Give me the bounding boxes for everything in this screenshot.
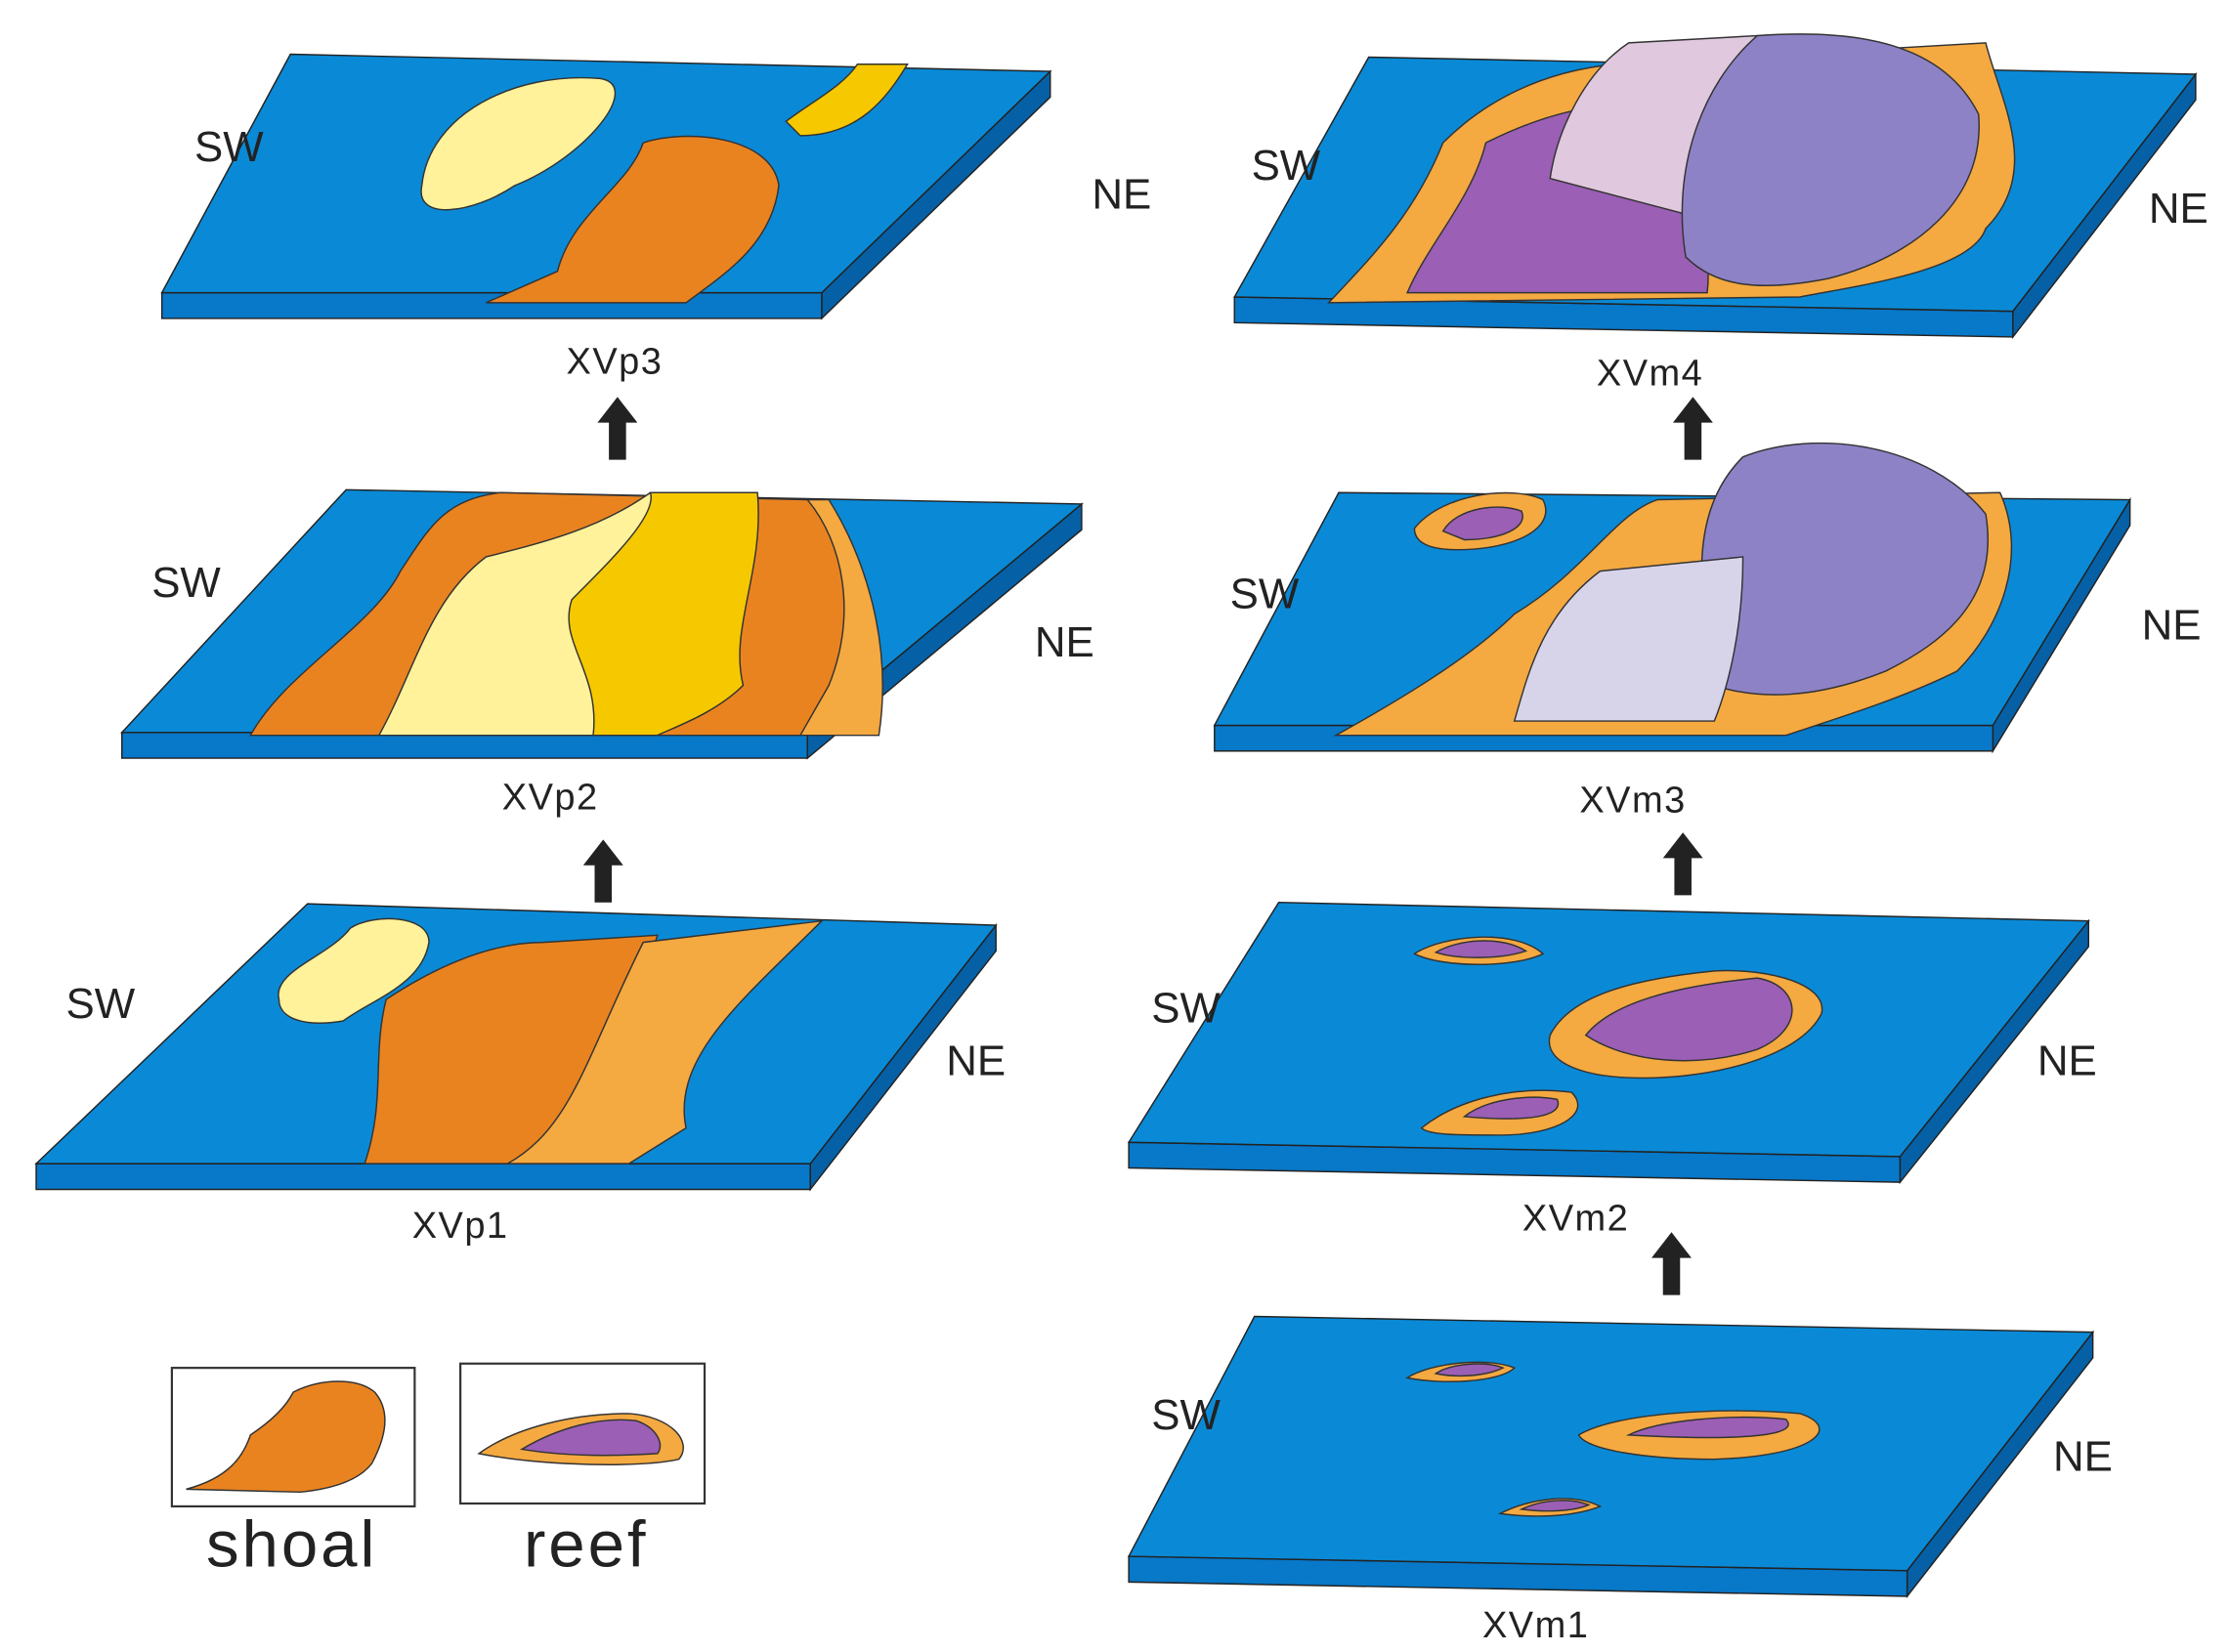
panel-label: XVp1 <box>412 1206 509 1247</box>
direction-ne: NE <box>1092 170 1151 218</box>
arrow <box>1672 397 1713 460</box>
facies-body <box>1519 1500 1591 1512</box>
panel-label: XVm2 <box>1522 1199 1629 1240</box>
platform-panel: XVp2 SW NE <box>120 488 1094 818</box>
direction-sw: SW <box>1230 571 1300 618</box>
direction-sw: SW <box>66 980 136 1028</box>
direction-ne: NE <box>2142 602 2202 650</box>
arrow <box>597 397 638 460</box>
facies-body <box>504 919 824 1165</box>
facies-body <box>486 135 780 304</box>
platform-panel: XVm4 SW NE <box>1233 33 2208 394</box>
arrow <box>582 839 623 903</box>
slab-front <box>35 1163 811 1191</box>
facies-body <box>1584 977 1793 1062</box>
facies-body <box>1441 506 1523 541</box>
platform-panel: XVm1 SW NE <box>1127 1315 2113 1646</box>
legend-label: shoal <box>206 1508 377 1582</box>
panel-label: XVm1 <box>1482 1605 1589 1646</box>
facies-body <box>1625 1417 1789 1439</box>
direction-sw: SW <box>151 559 221 607</box>
facies-body <box>278 917 430 1024</box>
facies-body <box>785 64 909 137</box>
platform-panel: XVp3 SW NE <box>160 53 1151 383</box>
direction-sw: SW <box>1151 1391 1221 1439</box>
legend: shoal reef <box>170 1362 707 1582</box>
direction-sw: SW <box>194 123 264 171</box>
facies-body <box>420 76 616 211</box>
platform-panel: XVm3 SW NE <box>1213 442 2202 821</box>
direction-sw: SW <box>1252 142 1321 190</box>
panel-label: XVp2 <box>502 777 599 818</box>
facies-body <box>1462 1096 1560 1120</box>
panel-label: XVm3 <box>1579 780 1686 821</box>
direction-ne: NE <box>946 1037 1006 1084</box>
facies-body <box>1700 442 1989 696</box>
platform-panel: XVp1 SW NE <box>34 903 1006 1247</box>
direction-ne: NE <box>2037 1037 2097 1084</box>
panel-label: XVm4 <box>1597 353 1703 394</box>
slab-front <box>160 291 823 319</box>
panel-label: XVp3 <box>567 342 664 383</box>
direction-ne: NE <box>2053 1432 2113 1480</box>
arrow <box>1662 832 1703 896</box>
facies-body <box>1681 33 1980 286</box>
direction-sw: SW <box>1151 984 1221 1032</box>
shoal-symbol <box>186 1380 386 1494</box>
facies-body <box>1434 940 1528 958</box>
facies-body <box>568 491 759 737</box>
platform-panel: XVm2 SW NE <box>1127 901 2097 1240</box>
legend-label: reef <box>524 1508 649 1582</box>
slab-front <box>121 732 808 759</box>
arrow <box>1651 1232 1692 1295</box>
facies-body <box>1513 556 1744 722</box>
facies-body <box>1434 1363 1505 1377</box>
reef-core <box>519 1419 662 1457</box>
direction-ne: NE <box>1035 618 1094 666</box>
direction-ne: NE <box>2149 185 2208 233</box>
